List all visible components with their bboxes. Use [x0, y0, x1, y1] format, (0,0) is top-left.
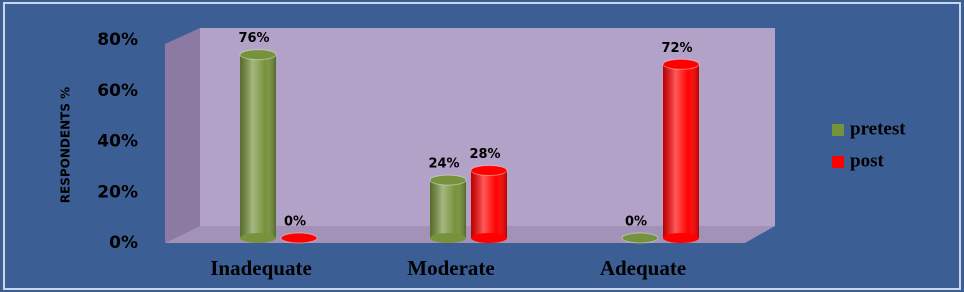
bar-top: [470, 164, 508, 176]
bar-top: [621, 232, 659, 244]
legend-swatch: [832, 156, 844, 168]
bar-shade: [430, 180, 466, 238]
bar-shade: [471, 170, 507, 238]
bar-top: [429, 174, 467, 186]
bar-top: [239, 49, 277, 61]
legend-label: pretest: [850, 118, 906, 139]
value-label: 24%: [428, 157, 459, 172]
x-tick-label: Moderate: [407, 256, 494, 280]
bar-bottom: [240, 233, 276, 243]
value-label: 0%: [625, 215, 647, 230]
bar-bottom: [430, 233, 466, 243]
legend-label: post: [850, 150, 884, 171]
value-label: 0%: [284, 215, 306, 230]
y-axis-title: RESPONDENTS %: [59, 87, 73, 203]
bar-bottom: [663, 233, 699, 243]
back-wall: [200, 28, 775, 226]
bar-top: [662, 58, 700, 70]
y-tick-label: 40%: [97, 132, 138, 152]
value-label: 28%: [469, 147, 500, 162]
bar-shade: [663, 64, 699, 238]
value-label: 72%: [661, 41, 692, 56]
bar-bottom: [471, 233, 507, 243]
y-tick-label: 0%: [109, 233, 138, 253]
x-tick-label: Adequate: [600, 256, 686, 280]
bar-shade: [240, 54, 276, 239]
bar-top: [280, 232, 318, 244]
legend-swatch: [832, 124, 844, 136]
y-tick-label: 60%: [97, 81, 138, 101]
y-tick-label: 80%: [97, 30, 138, 50]
value-label: 76%: [238, 31, 269, 46]
side-wall: [165, 28, 200, 243]
x-tick-label: Inadequate: [210, 256, 312, 280]
y-tick-label: 20%: [97, 182, 138, 202]
